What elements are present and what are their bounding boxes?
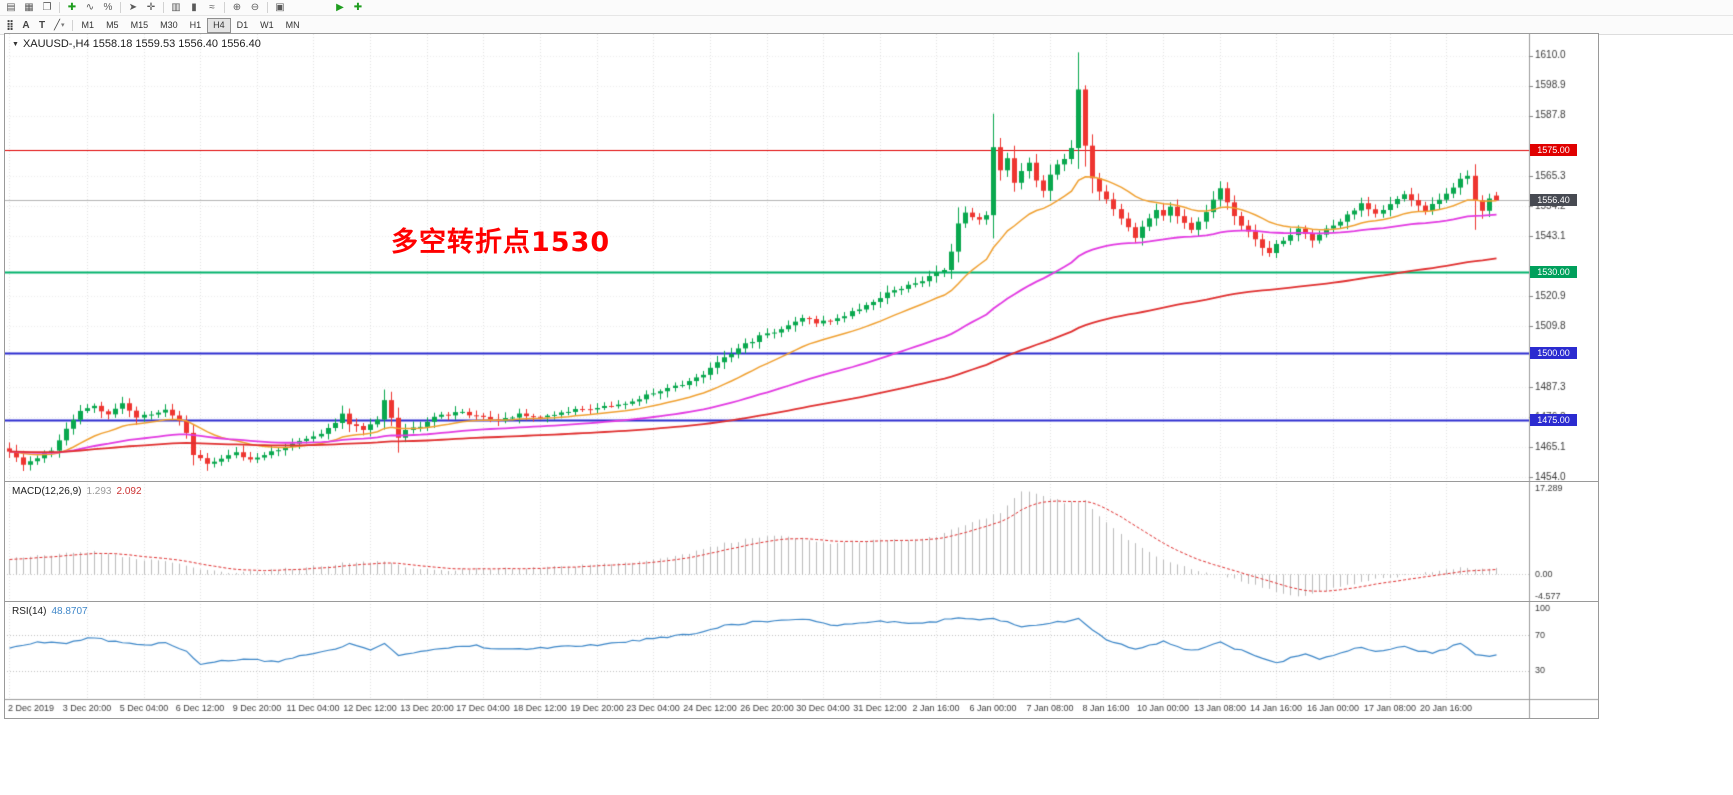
profiles-icon[interactable]: ❐ — [38, 1, 56, 14]
rsi-value: 48.8707 — [51, 606, 88, 617]
timeframe-d1-button[interactable]: D1 — [231, 18, 255, 33]
auto-trading-icon[interactable]: ▶ — [331, 1, 349, 14]
text-label-tool-label: A — [22, 19, 30, 31]
timeframe-m5-button[interactable]: M5 — [100, 18, 125, 33]
toolbar-separator — [71, 19, 73, 31]
text-tool[interactable]: T — [34, 18, 50, 33]
timeframe-m30-button[interactable]: M30 — [154, 18, 184, 33]
price-tag-1475.00[interactable]: 1475.00 — [1530, 414, 1577, 426]
chart-list-icon[interactable]: ▤ — [2, 1, 20, 14]
rsi-label: RSI(14) 48.8707 — [12, 606, 88, 617]
macd-name-label: MACD(12,26,9) — [12, 486, 82, 497]
draw-line-tool-label: ╱ — [54, 19, 61, 31]
zoom-out-icon[interactable]: ⊖ — [246, 1, 264, 14]
price-tag-1530.00[interactable]: 1530.00 — [1530, 266, 1577, 278]
zoom-in-icon[interactable]: ⊕ — [228, 1, 246, 14]
draw-line-tool[interactable]: ╱ ▾ — [50, 18, 69, 33]
text-tool-label: T — [38, 19, 46, 31]
timeframe-h4-button[interactable]: H4 — [207, 17, 231, 33]
macd-value-signal: 2.092 — [116, 486, 142, 497]
percent-scale-icon[interactable]: % — [99, 1, 117, 14]
toolbar-icons: ▤ ▦ ❐ ✚ ∿% ➤ ✛ ▥ ▮ ≈ ⊕ ⊖ ▣ ▶ ✚ — [0, 0, 1733, 16]
timeframe-w1-button[interactable]: W1 — [254, 18, 280, 33]
crosshair-icon[interactable]: ✛ — [142, 1, 160, 14]
line-chart-icon[interactable]: ≈ — [203, 1, 221, 14]
objects-palette-icon[interactable]: ⣿ — [2, 18, 18, 33]
chart-title: ▼ XAUUSD-,H4 1558.18 1559.53 1556.40 155… — [12, 38, 261, 50]
price-tag-1500.00[interactable]: 1500.00 — [1530, 347, 1577, 359]
cursor-icon[interactable]: ➤ — [124, 1, 142, 14]
rsi-name-label: RSI(14) — [12, 606, 47, 617]
objects-palette-icon-label: ⣿ — [6, 19, 14, 31]
new-order-icon[interactable]: ✚ — [349, 1, 367, 14]
timeframe-m1-button[interactable]: M1 — [76, 18, 101, 33]
text-label-tool[interactable]: A — [18, 18, 34, 33]
bars-chart-icon[interactable]: ▥ — [167, 1, 185, 14]
new-chart-icon[interactable]: ▦ — [20, 1, 38, 14]
panel-separator-macd[interactable] — [5, 481, 1598, 485]
chevron-down-icon: ▾ — [61, 22, 65, 29]
timeframe-mn-button[interactable]: MN — [280, 18, 306, 33]
toolbar-separator — [120, 2, 121, 13]
macd-value-main: 1.293 — [86, 486, 112, 497]
price-tag-1575.00[interactable]: 1575.00 — [1530, 144, 1577, 156]
indicator-wave-icon[interactable]: ∿ — [81, 1, 99, 14]
add-indicator-icon[interactable]: ✚ — [63, 1, 81, 14]
toolbar-separator — [163, 2, 164, 13]
timeframe-m15-button[interactable]: M15 — [125, 18, 155, 33]
tile-windows-icon[interactable]: ▣ — [271, 1, 289, 14]
timeframe-h1-button[interactable]: H1 — [184, 18, 208, 33]
collapse-icon[interactable]: ▼ — [12, 40, 19, 48]
candles-chart-icon[interactable]: ▮ — [185, 1, 203, 14]
chart-canvas[interactable] — [5, 34, 1598, 718]
toolbar-separator — [267, 2, 268, 13]
macd-label: MACD(12,26,9) 1.293 2.092 — [12, 486, 142, 497]
chart-ohlc-title: XAUUSD-,H4 1558.18 1559.53 1556.40 1556.… — [22, 38, 261, 50]
bid-price-tag: 1556.40 — [1530, 194, 1577, 206]
toolbar-separator — [59, 2, 60, 13]
panel-separator-rsi[interactable] — [5, 601, 1598, 605]
chart-window: ▼ XAUUSD-,H4 1558.18 1559.53 1556.40 155… — [4, 33, 1599, 719]
toolbar-separator — [224, 2, 225, 13]
chart-annotation[interactable]: 多空转折点1530 — [391, 227, 611, 258]
